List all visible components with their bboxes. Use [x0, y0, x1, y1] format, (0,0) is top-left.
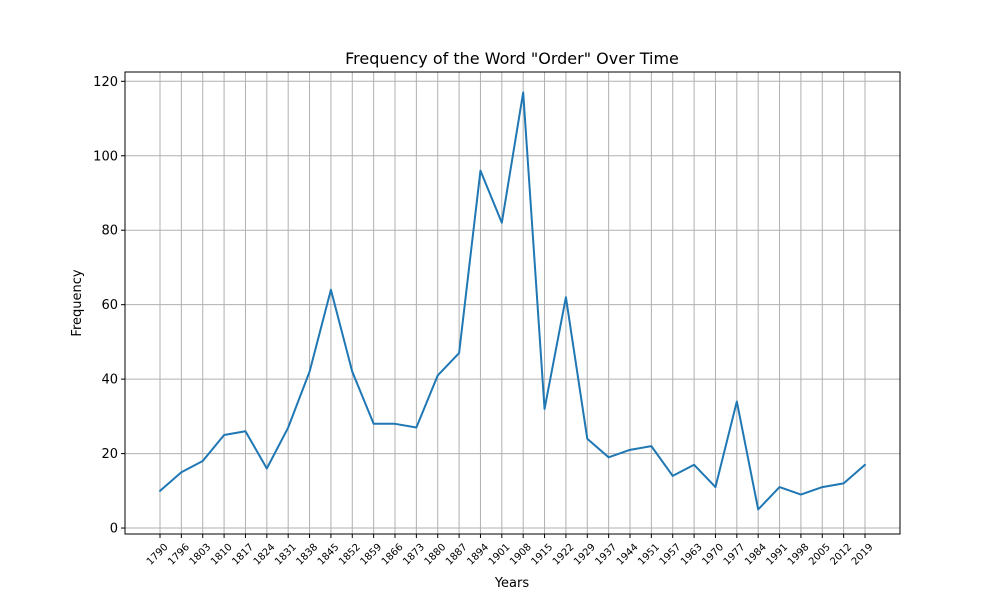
- grid: [125, 72, 900, 534]
- x-axis-label: Years: [494, 576, 530, 591]
- y-tick-label: 80: [101, 224, 118, 239]
- chart-title: Frequency of the Word "Order" Over Time: [345, 49, 679, 68]
- y-axis: 0 20 40 60 80 100 120: [93, 75, 125, 537]
- y-axis-label: Frequency: [70, 269, 85, 336]
- series-line-group: [159, 91, 866, 511]
- series-line: [159, 91, 866, 511]
- y-tick-label: 60: [101, 298, 118, 313]
- y-tick-label: 0: [110, 522, 118, 537]
- y-tick-label: 120: [93, 75, 118, 90]
- y-tick-label: 100: [93, 149, 118, 164]
- plot-frame: [124, 71, 901, 535]
- y-tick-label: 40: [101, 373, 118, 388]
- y-tick-label: 20: [101, 447, 118, 462]
